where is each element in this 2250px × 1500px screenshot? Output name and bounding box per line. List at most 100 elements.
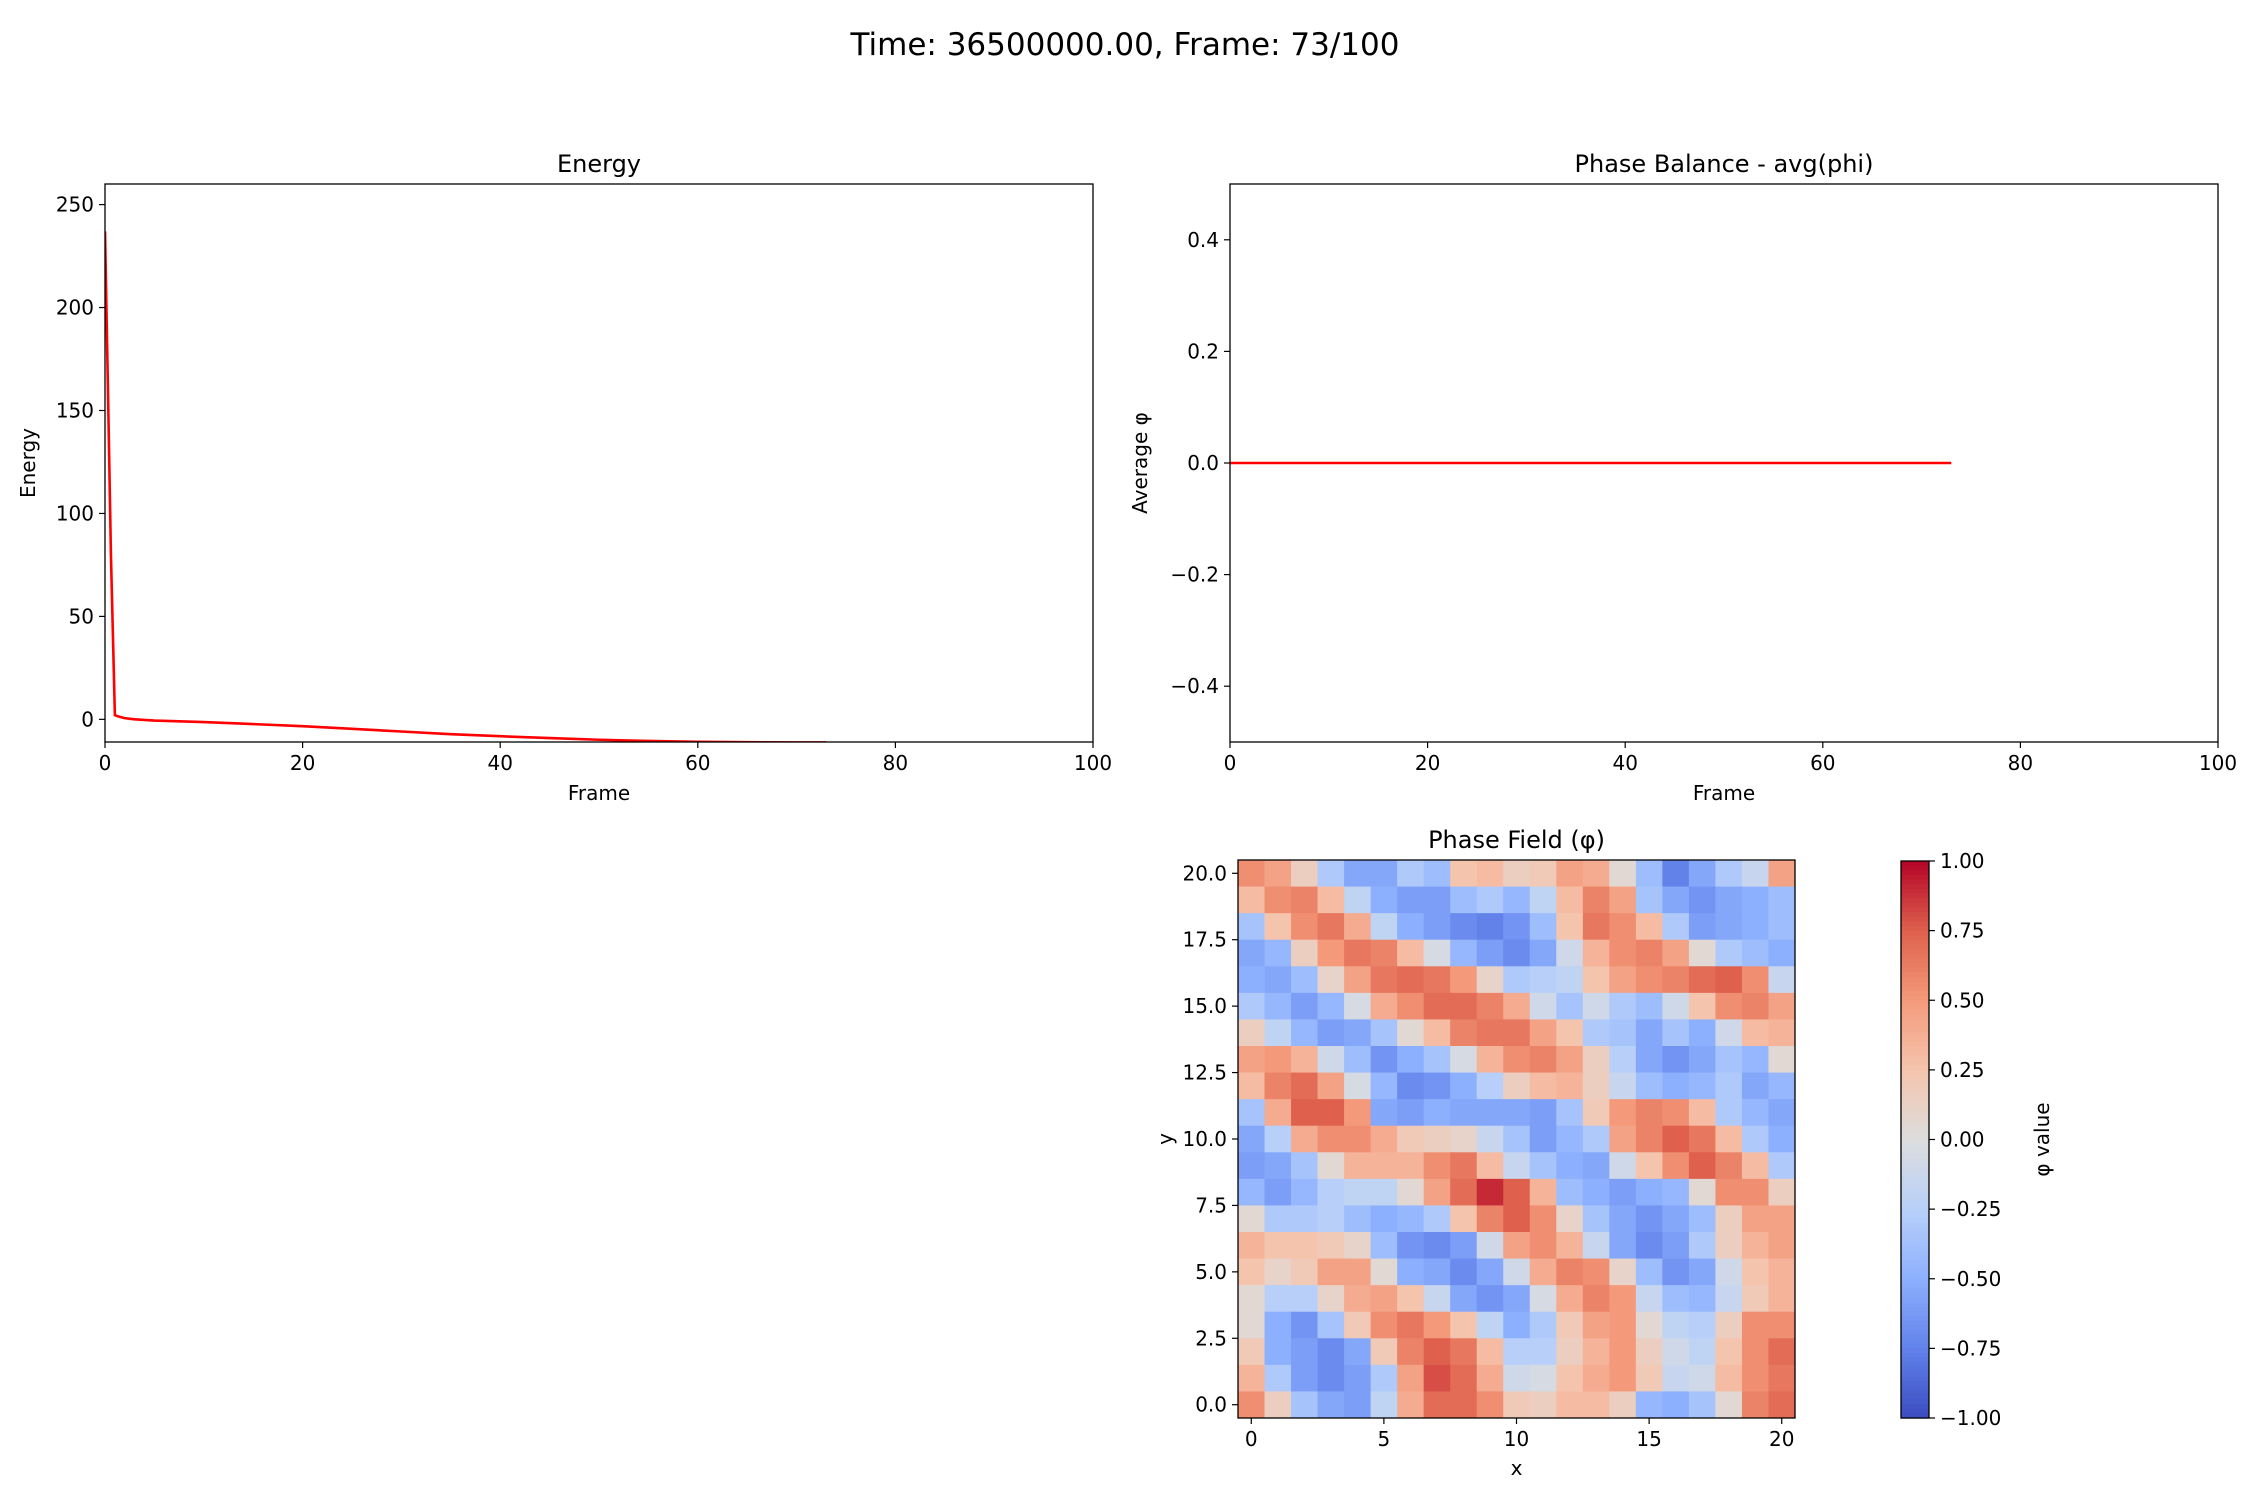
colorbar-gradient-band xyxy=(1901,958,1929,964)
colorbar-gradient-band xyxy=(1901,1028,1929,1034)
heatmap-cell xyxy=(1609,913,1637,941)
heatmap-cell xyxy=(1688,966,1716,994)
heatmap-cell xyxy=(1556,1338,1584,1366)
heatmap-cell xyxy=(1423,1152,1451,1180)
heatmap-cell xyxy=(1397,1338,1425,1366)
heatmap-cell xyxy=(1317,860,1345,887)
heatmap-cell xyxy=(1768,992,1796,1020)
colorbar-gradient-band xyxy=(1901,1190,1929,1196)
heatmap-cell xyxy=(1556,1019,1584,1047)
heatmap-cell xyxy=(1741,1019,1769,1047)
y-tick-label: 100 xyxy=(56,501,94,525)
heatmap-cell xyxy=(1450,1205,1478,1233)
heatmap-cell xyxy=(1423,1364,1451,1392)
heatmap-cell xyxy=(1688,1125,1716,1153)
heatmap-cell xyxy=(1529,939,1557,967)
heatmap-cell xyxy=(1238,1338,1265,1366)
x-tick-label: 20 xyxy=(290,751,315,775)
heatmap-cell xyxy=(1344,1285,1372,1313)
heatmap-cell xyxy=(1291,913,1318,941)
colorbar-gradient-band xyxy=(1901,888,1929,895)
heatmap-cell xyxy=(1503,1364,1531,1392)
colorbar-gradient-band xyxy=(1901,1213,1929,1220)
heatmap-cell xyxy=(1264,992,1292,1020)
colorbar-gradient-band xyxy=(1901,963,1929,969)
heatmap-cell xyxy=(1556,1178,1584,1206)
heatmap-cell xyxy=(1741,1285,1769,1313)
heatmap-cell xyxy=(1529,1072,1557,1100)
heatmap-cell xyxy=(1450,1178,1478,1206)
heatmap-cell xyxy=(1635,966,1663,994)
heatmap-cell xyxy=(1582,1125,1610,1153)
heatmap-cell xyxy=(1264,1311,1292,1339)
heatmap-cell xyxy=(1476,1338,1504,1366)
heatmap-cell xyxy=(1344,913,1372,941)
x-tick-label: 5 xyxy=(1378,1427,1391,1451)
heatmap-cell xyxy=(1688,1285,1716,1313)
heatmap-cell xyxy=(1529,1285,1557,1313)
heatmap-cell xyxy=(1768,1391,1796,1419)
colorbar-gradient-band xyxy=(1901,1236,1929,1243)
colorbar-gradient-band xyxy=(1901,1278,1929,1284)
heatmap-cell xyxy=(1317,939,1345,967)
colorbar-gradient-band xyxy=(1901,1264,1929,1271)
heatmap-cell xyxy=(1476,939,1504,967)
heatmap-cell xyxy=(1582,1072,1610,1100)
heatmap-cell xyxy=(1370,886,1398,914)
x-tick-label: 60 xyxy=(1810,751,1835,775)
heatmap-cell xyxy=(1582,1152,1610,1180)
heatmap-cell xyxy=(1556,1046,1584,1073)
y-tick-label: 50 xyxy=(69,604,94,628)
heatmap-cell xyxy=(1529,913,1557,941)
heatmap-cell xyxy=(1529,860,1557,887)
heatmap-cell xyxy=(1423,860,1451,887)
x-tick-label: 100 xyxy=(1074,751,1112,775)
heatmap-cell xyxy=(1529,1099,1557,1127)
heatmap-cell xyxy=(1768,1364,1796,1392)
heatmap-cell xyxy=(1609,1099,1637,1127)
y-tick-label: 250 xyxy=(56,193,94,217)
x-tick-label: 40 xyxy=(487,751,512,775)
heatmap-cell xyxy=(1476,1152,1504,1180)
colorbar-gradient-band xyxy=(1901,1116,1929,1122)
colorbar-gradient-band xyxy=(1901,986,1929,992)
colorbar-gradient-band xyxy=(1901,1037,1929,1043)
colorbar-gradient-band xyxy=(1901,865,1929,871)
colorbar-gradient-band xyxy=(1901,977,1929,983)
heatmap-cell xyxy=(1476,1205,1504,1233)
heatmap-cell xyxy=(1476,1391,1504,1419)
heatmap-cell xyxy=(1688,939,1716,967)
heatmap-cell xyxy=(1397,860,1425,887)
heatmap-cell xyxy=(1503,913,1531,941)
heatmap-cell xyxy=(1635,1338,1663,1366)
x-tick-label: 0 xyxy=(1245,1427,1258,1451)
heatmap-cell xyxy=(1556,1152,1584,1180)
heatmap-cell xyxy=(1423,992,1451,1020)
colorbar-gradient-band xyxy=(1901,1306,1929,1312)
heatmap-cell xyxy=(1768,860,1796,887)
heatmap-cell xyxy=(1741,1099,1769,1127)
heatmap-cell xyxy=(1715,1285,1743,1313)
heatmap-cell xyxy=(1741,1178,1769,1206)
heatmap-cell xyxy=(1741,1258,1769,1286)
heatmap-cell xyxy=(1529,1338,1557,1366)
heatmap-cell xyxy=(1741,860,1769,887)
heatmap-cell xyxy=(1397,1205,1425,1233)
heatmap-cell xyxy=(1344,992,1372,1020)
colorbar-gradient-band xyxy=(1901,1069,1929,1076)
heatmap-cell xyxy=(1291,939,1318,967)
heatmap-cell xyxy=(1741,1391,1769,1419)
colorbar-gradient-band xyxy=(1901,1060,1929,1066)
colorbar-gradient-band xyxy=(1901,1009,1929,1015)
colorbar-gradient-band xyxy=(1901,1107,1929,1113)
colorbar-gradient-band xyxy=(1901,1283,1929,1289)
heatmap-cell xyxy=(1662,1285,1690,1313)
x-tick-label: 80 xyxy=(883,751,908,775)
colorbar-tick-label: −0.50 xyxy=(1940,1267,2001,1291)
heatmap-cell xyxy=(1529,966,1557,994)
heatmap-cell xyxy=(1476,1285,1504,1313)
heatmap-cell xyxy=(1503,966,1531,994)
heatmap-cell xyxy=(1291,1152,1318,1180)
colorbar-gradient-band xyxy=(1901,1125,1929,1131)
